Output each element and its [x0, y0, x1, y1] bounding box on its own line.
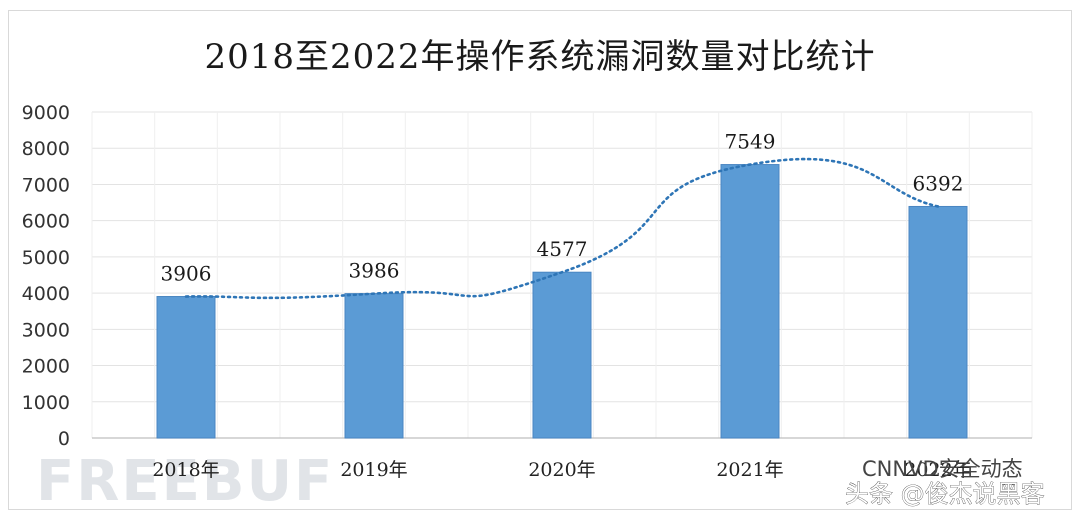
- y-tick-label: 3000: [22, 319, 70, 341]
- y-tick-label: 7000: [22, 174, 70, 196]
- chart-frame: [8, 10, 1072, 510]
- y-tick-label: 6000: [22, 211, 70, 233]
- y-tick-label: 1000: [22, 392, 70, 414]
- bars: [156, 164, 968, 439]
- x-tick-label: 2018年: [152, 459, 219, 481]
- x-tick-label: 2021年: [716, 459, 783, 481]
- data-label: 6392: [913, 171, 964, 195]
- trend-line: [184, 157, 940, 300]
- x-tick-label: 2019年: [340, 459, 407, 481]
- y-tick-label: 0: [58, 428, 70, 450]
- y-tick-label: 5000: [22, 247, 70, 269]
- credit-text: 头条 @俊杰说黑客: [845, 480, 1045, 508]
- data-label: 3986: [349, 259, 400, 283]
- chart-title: 2018至2022年操作系统漏洞数量对比统计: [204, 37, 875, 77]
- bar: [908, 205, 968, 439]
- data-label: 3906: [161, 262, 212, 286]
- data-label: 4577: [537, 237, 588, 261]
- bar: [720, 164, 780, 439]
- x-axis: 2018年 2019年 2020年 2021年 2022年: [152, 459, 971, 481]
- grid-layer: [91, 111, 1033, 439]
- trendline: [184, 157, 940, 300]
- x-tick-label: 2022年: [904, 459, 971, 481]
- source-label: CNNVD安全动态: [862, 457, 1023, 481]
- y-tick-label: 4000: [22, 283, 70, 305]
- y-tick-label: 2000: [22, 356, 70, 378]
- bar: [344, 293, 404, 439]
- data-labels: 3906 3986 4577 7549 6392: [161, 130, 964, 286]
- x-tick-label: 2020年: [528, 459, 595, 481]
- y-axis: 0 1000 2000 3000 4000 5000 6000 7000 8000 9000: [22, 102, 70, 450]
- freebuf-watermark: FREEBUF: [36, 449, 334, 514]
- data-label: 7549: [725, 130, 776, 154]
- y-tick-label: 8000: [22, 138, 70, 160]
- bar: [156, 296, 216, 439]
- y-tick-label: 9000: [22, 102, 70, 124]
- bar: [532, 271, 592, 439]
